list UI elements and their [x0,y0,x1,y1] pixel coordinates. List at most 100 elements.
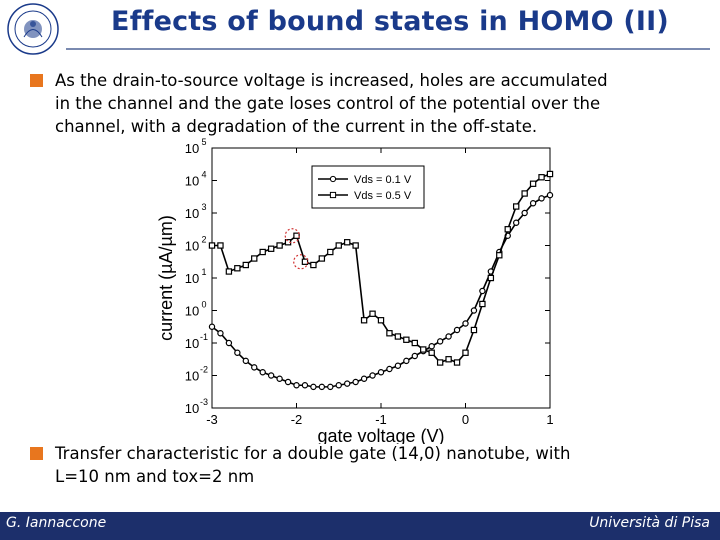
legend-box [311,165,425,209]
bullet-1-line-2: in the channel and the gate loses contro… [55,94,601,113]
x-tick-label: 1 [546,412,553,427]
data-point-square [360,317,368,324]
bullet-text-1: As the drain-to-source voltage is increa… [55,69,715,138]
bullet-1-line-3: channel, with a degradation of the curre… [55,117,538,136]
data-point-square [445,356,452,363]
data-point-square [487,274,495,282]
data-point-circle [513,219,520,226]
y-tick-exponent: -1 [200,332,208,342]
bullet-text-2: Transfer characteristic for a double gat… [55,442,715,488]
legend-marker-square [329,191,337,199]
y-tick-exponent: 0 [201,300,206,310]
data-point-square [470,326,478,334]
y-tick-exponent: 4 [201,170,206,180]
data-point-circle [276,375,283,382]
data-point-square [377,317,385,324]
data-point-square [538,174,545,181]
data-point-square [267,245,275,252]
data-point-square [225,268,233,275]
data-point-square [251,255,258,262]
x-tick-label: -2 [291,412,303,427]
data-point-square [428,349,435,356]
bullet-2-line-2: L=10 nm and tox=2 nm [55,467,255,486]
bullet-2-line-1: Transfer characteristic for a double gat… [55,444,571,463]
data-point-square [242,261,249,269]
y-axis-label: current (µA/µm) [156,215,176,341]
x-axis-label: gate voltage (V) [317,426,444,444]
data-point-circle [538,195,545,202]
data-point-square [369,310,376,317]
data-point-square [521,190,528,197]
x-tick-label: 0 [462,412,469,427]
y-tick-exponent: 1 [201,267,206,277]
legend-marker-circle [329,175,337,183]
data-point-circle [284,378,292,386]
data-point-square [411,339,419,347]
data-point-square [546,170,554,178]
y-tick-label: 10 [185,174,199,189]
data-point-square [462,349,469,356]
data-point-square [310,261,317,269]
data-point-square [403,336,410,343]
data-point-circle [267,372,275,379]
data-point-square [529,180,537,187]
y-tick-label: 10 [185,304,199,319]
data-point-circle [479,287,486,295]
data-point-circle [301,382,309,389]
data-point-square [276,242,283,249]
data-point-circle [445,333,452,340]
data-point-square [327,248,334,256]
footer-bar [0,512,720,540]
data-point-square [335,242,342,249]
data-point-circle [234,349,241,356]
data-point-circle [343,380,351,387]
slide-title: Effects of bound states in HOMO (II) [111,6,669,37]
title-divider [66,48,710,50]
y-tick-label: 10 [185,336,199,351]
x-tick-label: -1 [375,412,387,427]
data-point-circle [318,383,326,391]
data-point-circle [259,369,266,376]
data-point-square [217,242,224,249]
data-point-circle [360,375,368,382]
y-tick-label: 10 [185,141,199,156]
data-point-circle [436,338,444,345]
data-point-square [293,232,300,239]
data-point-circle [293,382,300,389]
y-tick-label: 10 [185,369,199,384]
data-point-circle [208,323,216,330]
y-tick-exponent: 2 [201,235,206,245]
data-point-square [301,258,309,265]
legend-label: Vds = 0.1 V [354,174,412,186]
data-point-circle [335,382,342,389]
data-point-circle [242,357,250,365]
legend-label: Vds = 0.5 V [354,190,412,202]
highlight-circle [293,254,309,270]
data-point-circle [352,378,359,386]
data-point-square [352,242,359,249]
data-point-square [344,239,351,246]
data-point-circle [369,372,376,379]
data-point-circle [377,369,385,376]
y-tick-exponent: -3 [200,397,208,407]
y-tick-exponent: -2 [200,365,208,375]
data-point-square [453,359,461,366]
data-point-circle [403,357,410,365]
data-point-circle [310,383,317,391]
data-point-circle [470,307,478,314]
data-point-circle [462,320,469,327]
data-point-circle [225,339,233,347]
data-point-circle [411,352,418,360]
bullet-marker [30,447,43,460]
bullet-1-line-1: As the drain-to-source voltage is increa… [55,71,608,90]
data-point-circle [521,209,528,217]
data-point-square [318,255,326,262]
data-point-circle [251,364,258,371]
y-tick-label: 10 [185,271,199,286]
data-point-circle [394,362,402,369]
y-tick-exponent: 5 [201,138,206,147]
data-point-circle [327,383,334,391]
data-point-square [208,242,216,249]
x-tick-label: -3 [206,412,218,427]
